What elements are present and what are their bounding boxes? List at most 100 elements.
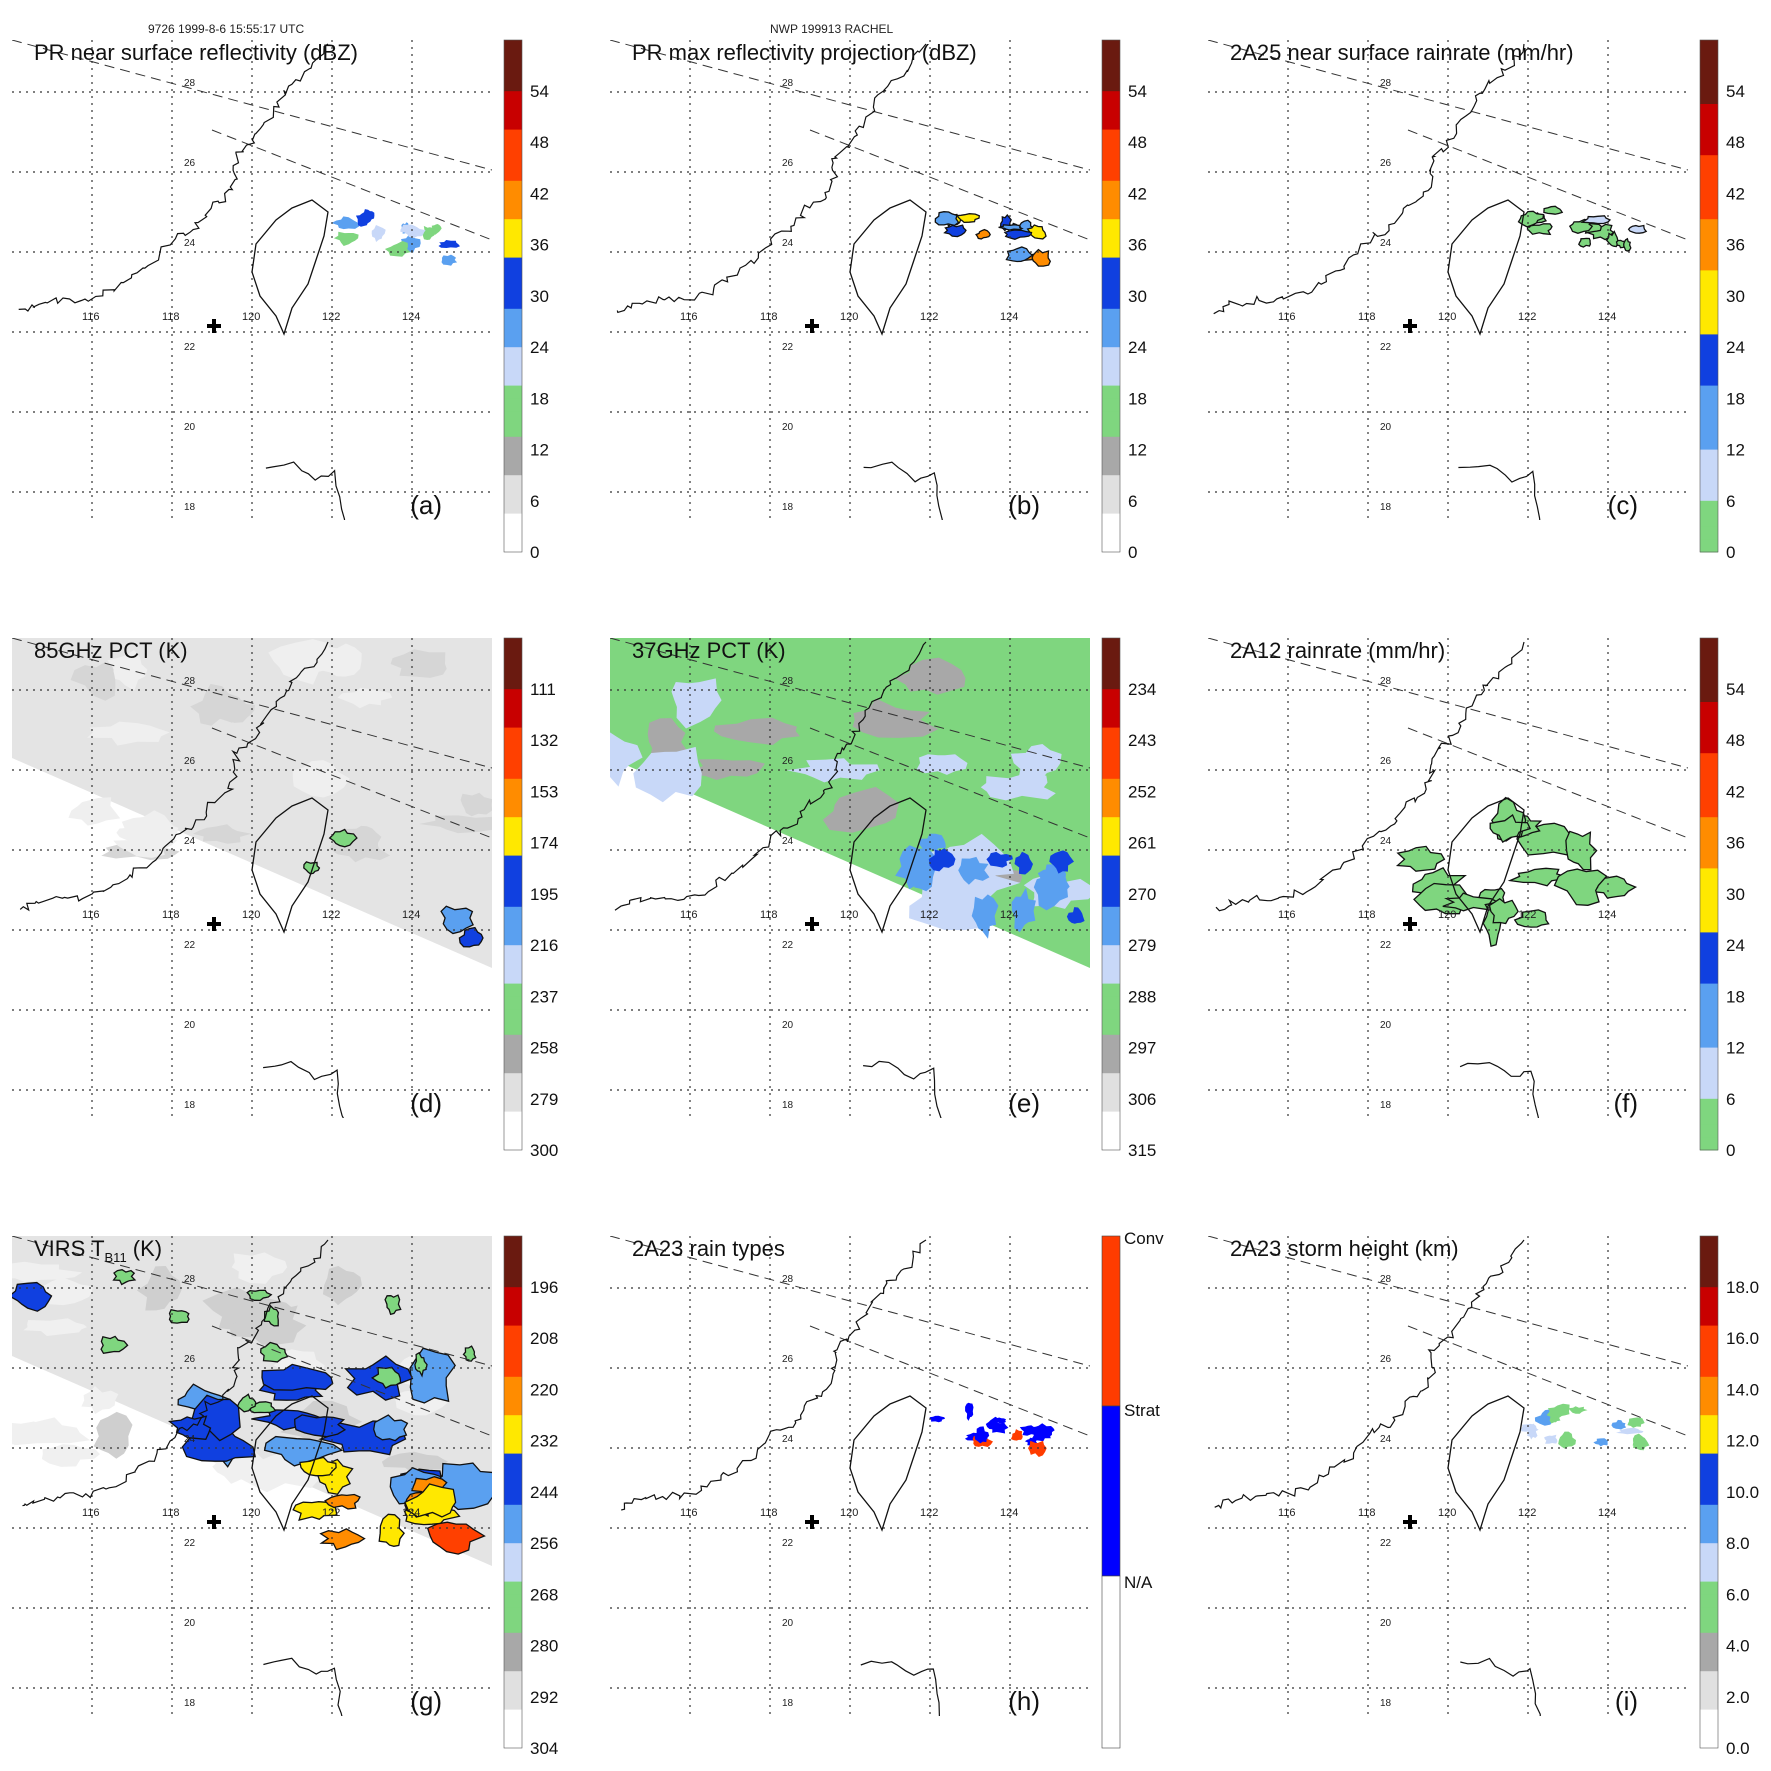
colorbar-label: 18 [1726, 389, 1745, 408]
colorbar-label: 16.0 [1726, 1329, 1759, 1348]
lat-tick-label: 24 [1380, 836, 1392, 847]
lat-tick-label: 28 [1380, 676, 1392, 687]
taiwan-coastline [849, 1395, 927, 1532]
lon-tick-label: 120 [840, 1507, 858, 1519]
map-i: 116 118 120 122 124 28 26 24 22 20 18 [1208, 1236, 1688, 1716]
swath-edge [610, 40, 1090, 171]
map-b: 116 118 120 122 124 28 26 24 22 20 18 [610, 40, 1090, 520]
cross-icon [207, 1515, 221, 1529]
swath-edge [211, 129, 492, 241]
colorbar-label: 12 [1128, 441, 1147, 460]
swath-edge [1208, 40, 1688, 171]
map-e: 116 118 120 122 124 28 26 24 22 20 18 [610, 638, 1090, 1118]
lat-tick-label: 18 [184, 502, 196, 513]
china-coastline [18, 43, 329, 312]
lon-tick-label: 120 [242, 909, 260, 921]
lat-tick-label: 22 [782, 1538, 794, 1549]
lon-tick-label: 122 [322, 311, 340, 323]
map-h: 116 118 120 122 124 28 26 24 22 20 18 [610, 1236, 1090, 1716]
lon-tick-label: 122 [1518, 909, 1536, 921]
luzon-coastline [265, 461, 346, 520]
colorbar-label: N/A [1124, 1573, 1153, 1592]
lat-tick-label: 20 [1380, 1020, 1392, 1031]
lon-tick-label: 124 [1598, 909, 1616, 921]
lon-tick-label: 118 [162, 311, 180, 323]
colorbar-label: 48 [530, 133, 549, 152]
lon-tick-label: 124 [1598, 311, 1616, 323]
taiwan-coastline [849, 199, 927, 336]
lat-tick-label: 28 [1380, 78, 1392, 89]
colorbar-label: 30 [1726, 885, 1745, 904]
lon-tick-label: 120 [242, 1507, 260, 1519]
luzon-coastline [1460, 1657, 1541, 1716]
china-coastline [22, 1239, 329, 1507]
china-coastline [616, 43, 927, 314]
colorbar-label: 208 [530, 1329, 558, 1348]
colorbar-c: 54 48 42 36 30 24 18 12 6 0 [1699, 39, 1745, 562]
colorbar-label: 12 [1726, 441, 1745, 460]
colorbar-label: 256 [530, 1534, 558, 1553]
lat-tick-label: 22 [184, 940, 196, 951]
colorbar-label: 4.0 [1726, 1637, 1750, 1656]
panel-e: 116 118 120 122 124 28 26 24 22 20 18 37GHz PCT (K)… [610, 637, 1156, 1160]
swath-edge [1208, 1236, 1688, 1367]
lon-tick-label: 118 [760, 909, 778, 921]
colorbar-d: 111 132 153 174 195 216 237 258 279 300 [503, 637, 558, 1160]
panel-label: (h) [1008, 1686, 1040, 1716]
colorbar-h: Conv Strat N/A [1101, 1229, 1164, 1749]
lon-tick-label: 124 [1000, 311, 1018, 323]
colorbar-label: 48 [1128, 133, 1147, 152]
lat-tick-label: 18 [782, 1698, 794, 1709]
lon-tick-label: 122 [920, 311, 938, 323]
orbit-time-header: 9726 1999-8-6 15:55:17 UTC [148, 22, 305, 36]
lat-tick-label: 18 [184, 1100, 196, 1111]
panel-title: 85GHz PCT (K) [34, 638, 188, 663]
taiwan-coastline [849, 797, 927, 934]
colorbar-label: 288 [1128, 987, 1156, 1006]
taiwan-coastline [251, 199, 329, 336]
lat-tick-label: 22 [1380, 1538, 1392, 1549]
lat-tick-label: 24 [782, 836, 794, 847]
lon-tick-label: 120 [840, 909, 858, 921]
lat-tick-label: 26 [1380, 756, 1392, 767]
colorbar-label: 18 [1128, 389, 1147, 408]
colorbar-label: 42 [1128, 184, 1147, 203]
swath-edge [211, 727, 492, 839]
lon-tick-label: 118 [162, 909, 180, 921]
lat-tick-label: 20 [184, 1618, 196, 1629]
lat-tick-label: 24 [1380, 238, 1392, 249]
swath-edge [610, 638, 1090, 769]
cross-icon [1403, 1515, 1417, 1529]
colorbar-label: 18 [1726, 987, 1745, 1006]
colorbar-g: 196 208 220 232 244 256 268 280 292 304 [503, 1235, 558, 1758]
lat-tick-label: 28 [184, 1274, 196, 1285]
lon-tick-label: 124 [1000, 1507, 1018, 1519]
colorbar-label: 243 [1128, 731, 1156, 750]
colorbar-label: 36 [530, 236, 549, 255]
lat-tick-label: 24 [184, 1434, 196, 1445]
lat-tick-label: 22 [184, 1538, 196, 1549]
swath-edge [1208, 638, 1688, 769]
lon-tick-label: 122 [1518, 1507, 1536, 1519]
lon-tick-label: 120 [1438, 1507, 1456, 1519]
lat-tick-label: 24 [184, 836, 196, 847]
china-coastline [1214, 1239, 1525, 1510]
lat-tick-label: 20 [184, 1020, 196, 1031]
swath-edge [12, 40, 492, 171]
lat-tick-label: 26 [1380, 1354, 1392, 1365]
swath-edge [610, 1236, 1090, 1367]
colorbar-label: 304 [530, 1739, 558, 1758]
swath-edge [1407, 129, 1688, 241]
colorbar-label: 232 [530, 1432, 558, 1451]
colorbar-label: 270 [1128, 885, 1156, 904]
swath-edge [809, 1325, 1090, 1437]
colorbar-label: 6 [1128, 492, 1137, 511]
panel-d: 116 118 120 122 124 28 26 24 22 20 18 85GHz PCT (K)… [12, 637, 558, 1160]
lat-tick-label: 26 [184, 756, 196, 767]
panel-label: (c) [1608, 490, 1638, 520]
colorbar-label: 42 [1726, 184, 1745, 203]
taiwan-coastline [1447, 199, 1525, 336]
lat-tick-label: 18 [1380, 1698, 1392, 1709]
